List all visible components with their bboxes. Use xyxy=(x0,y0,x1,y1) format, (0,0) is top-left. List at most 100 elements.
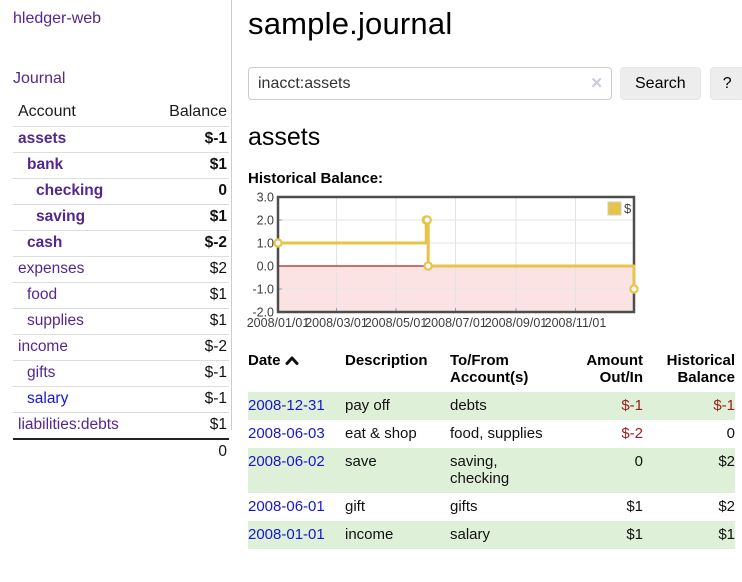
chart-canvas[interactable]: 2008/01/012008/03/012008/05/012008/07/01… xyxy=(247,191,668,335)
account-row: liabilities:debts $1 xyxy=(13,412,229,439)
account-balance-value: $2 xyxy=(146,256,229,283)
transaction-date-link[interactable]: 2008-12-31 xyxy=(248,397,325,414)
account-balance-value: $1 xyxy=(146,204,229,231)
sidebar-account-link[interactable]: saving xyxy=(36,208,86,225)
sidebar-account-link[interactable]: food xyxy=(27,286,58,303)
register-cell-description: pay off xyxy=(345,397,390,414)
account-row: gifts $-1 xyxy=(13,360,229,387)
svg-text:2008/05/01: 2008/05/01 xyxy=(365,316,428,330)
register-cell-date: 2008-01-01 xyxy=(248,521,345,549)
transaction-date-link[interactable]: 2008-06-02 xyxy=(248,453,325,470)
account-title: assets xyxy=(248,123,321,151)
historical-balance-chart[interactable]: 2008/01/01 2008/03/01 2008/05/01 2008/07/01… xyxy=(247,191,735,335)
register-header-amount: Amount Out/In xyxy=(586,352,643,386)
sidebar-account-link[interactable]: liabilities:debts xyxy=(18,416,119,433)
register-cell-balance: 0 xyxy=(726,425,735,442)
register-cell-date: 2008-06-02 xyxy=(248,448,345,493)
accounts-table-header-row: Account Balance xyxy=(13,101,229,127)
register-cell-balance: $2 xyxy=(718,498,735,515)
transaction-date-link[interactable]: 2008-01-01 xyxy=(248,526,325,543)
svg-text:2008/01/01: 2008/01/01 xyxy=(247,316,310,330)
svg-text:2008/09/01: 2008/09/01 xyxy=(485,316,548,330)
register-row[interactable]: 2008-12-31 pay off debts $-1 $-1 xyxy=(248,392,735,420)
account-balance-value: $-1 xyxy=(146,360,229,387)
register-header-date[interactable]: Date xyxy=(248,350,345,392)
brand-link[interactable]: hledger-web xyxy=(13,10,102,27)
register-cell-balance: $-1 xyxy=(713,397,735,414)
transaction-date-link[interactable]: 2008-06-03 xyxy=(248,425,325,442)
transaction-date-link[interactable]: 2008-06-01 xyxy=(248,498,325,515)
sidebar-account-link[interactable]: bank xyxy=(27,156,64,173)
register-cell-date: 2008-06-03 xyxy=(248,420,345,448)
svg-text:2008/03/01: 2008/03/01 xyxy=(305,316,368,330)
clear-search-icon[interactable]: ✕ xyxy=(590,75,603,92)
accounts-total-spacer xyxy=(13,438,147,465)
account-row: cash $-2 xyxy=(13,230,229,257)
account-balance-value: $-1 xyxy=(146,386,229,413)
svg-text:3.0: 3.0 xyxy=(257,191,274,205)
data-point-marker xyxy=(422,215,432,225)
sidebar: hledger-web Journal Account Balance asse… xyxy=(0,0,232,465)
search-input-wrap: ✕ xyxy=(248,67,612,100)
register-row[interactable]: 2008-06-01 gift gifts $1 $2 xyxy=(248,493,735,521)
help-button[interactable]: ? xyxy=(709,67,742,100)
accounts-header-account: Account xyxy=(18,103,76,120)
svg-text:0.0: 0.0 xyxy=(257,260,274,274)
account-balance-value: 0 xyxy=(146,178,229,205)
account-balance-value: $-2 xyxy=(146,334,229,361)
accounts-total-value: 0 xyxy=(146,438,229,465)
account-balance-value: $1 xyxy=(146,152,229,179)
search-button[interactable]: Search xyxy=(620,67,701,100)
account-row: expenses $2 xyxy=(13,256,229,283)
account-row: supplies $1 xyxy=(13,308,229,335)
register-cell-description: eat & shop xyxy=(345,425,417,442)
register-cell-accounts: gifts xyxy=(450,498,478,515)
register-cell-amount: $-1 xyxy=(621,397,643,414)
svg-text:2.0: 2.0 xyxy=(257,214,274,228)
page-title: sample.journal xyxy=(248,6,453,41)
sidebar-account-link[interactable]: cash xyxy=(27,234,63,251)
register-cell-amount: $-2 xyxy=(621,425,643,442)
svg-text:1.0: 1.0 xyxy=(257,237,274,251)
account-balance-value: $-2 xyxy=(146,230,229,257)
accounts-header-balance: Balance xyxy=(169,103,227,120)
search-input[interactable] xyxy=(248,67,612,100)
accounts-table: Account Balance assets $-1 bank $1 checking 0… xyxy=(13,101,229,465)
register-cell-amount: $1 xyxy=(626,526,643,543)
sidebar-item-journal[interactable]: Journal xyxy=(13,70,66,87)
account-balance-value: $1 xyxy=(146,412,229,439)
sidebar-account-link[interactable]: assets xyxy=(18,130,67,147)
account-row: assets $-1 xyxy=(13,126,229,153)
data-point-marker xyxy=(629,284,639,294)
register-cell-description: gift xyxy=(345,498,366,515)
sidebar-account-link[interactable]: income xyxy=(18,338,68,355)
account-balance-value: $-1 xyxy=(146,126,229,153)
register-cell-date: 2008-06-01 xyxy=(248,493,345,521)
register-row[interactable]: 2008-01-01 income salary $1 $1 xyxy=(248,521,735,549)
sidebar-account-link[interactable]: expenses xyxy=(18,260,85,277)
register-row[interactable]: 2008-06-03 eat & shop food, supplies $-2 0 xyxy=(248,420,735,448)
sidebar-account-link[interactable]: salary xyxy=(27,390,69,407)
register-row[interactable]: 2008-06-02 save saving, checking 0 $2 xyxy=(248,448,735,493)
register-header-balance: Historical Balance xyxy=(666,352,735,386)
svg-text:2008/11/01: 2008/11/01 xyxy=(545,316,607,330)
svg-text:-2.0: -2.0 xyxy=(252,306,274,320)
sidebar-account-link[interactable]: checking xyxy=(36,182,104,199)
register-cell-accounts: salary xyxy=(450,526,491,543)
register-cell-accounts: debts xyxy=(450,397,487,414)
register-table: Date Description To/From Account(s) Amou… xyxy=(248,350,735,549)
data-point-marker xyxy=(273,238,283,248)
sidebar-account-link[interactable]: supplies xyxy=(27,312,84,329)
register-cell-accounts: food, supplies xyxy=(450,425,543,442)
register-cell-description: save xyxy=(345,453,377,470)
register-header-description: Description xyxy=(345,352,428,369)
search-bar: ✕ Search ? xyxy=(248,67,742,100)
sidebar-account-link[interactable]: gifts xyxy=(27,364,56,381)
register-cell-accounts: saving, checking xyxy=(450,453,510,487)
account-row: bank $1 xyxy=(13,152,229,179)
account-balance-value: $1 xyxy=(146,282,229,309)
account-row: saving $1 xyxy=(13,204,229,231)
chart-title: Historical Balance: xyxy=(248,170,384,187)
register-header-row: Date Description To/From Account(s) Amou… xyxy=(248,350,735,392)
